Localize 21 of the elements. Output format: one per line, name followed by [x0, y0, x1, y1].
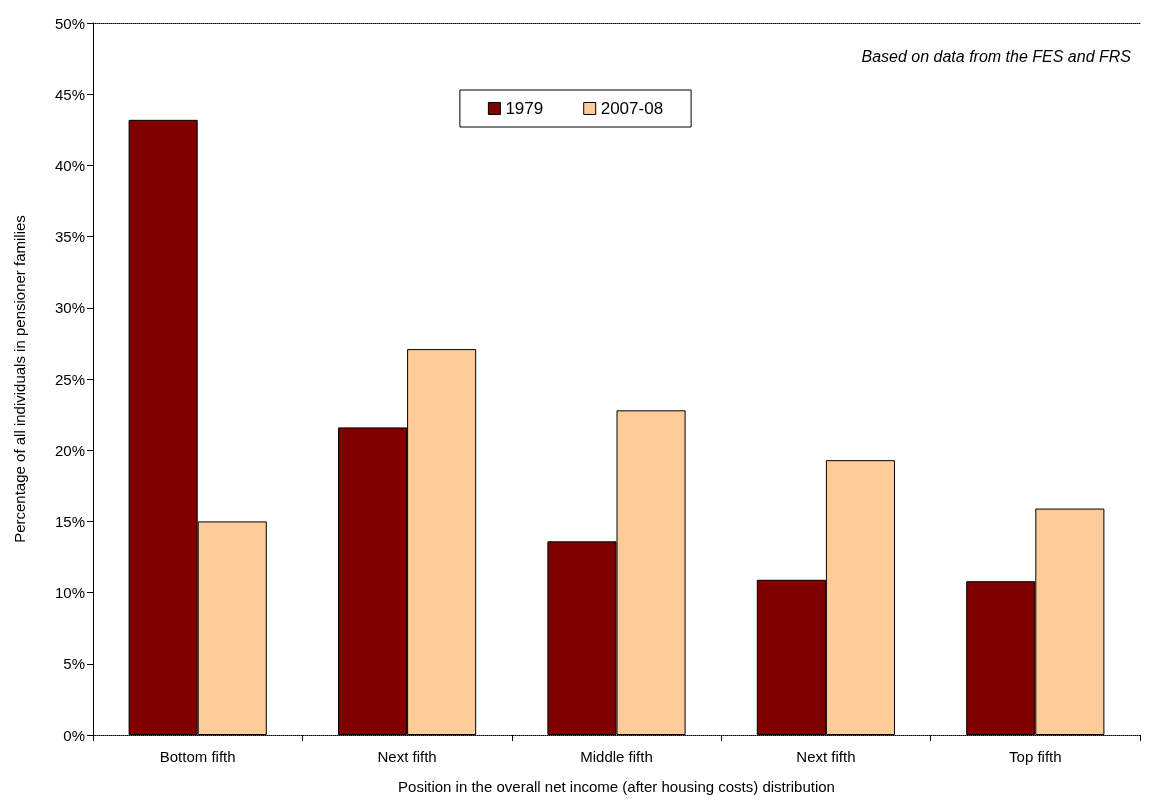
x-tick-label: Top fifth — [1009, 748, 1062, 765]
y-axis-title: Percentage of all individuals in pensioner families — [11, 215, 28, 543]
annotation: Based on data from the FES and FRS — [861, 47, 1132, 65]
x-tick-label: Middle fifth — [580, 748, 653, 765]
x-tick-label: Next fifth — [377, 748, 437, 765]
x-tick-label: Next fifth — [796, 748, 856, 765]
y-tick-label: 0% — [63, 726, 85, 744]
y-tick-label: 45% — [54, 85, 85, 103]
y-tick-label: 35% — [54, 228, 85, 246]
y-tick-label: 15% — [54, 512, 85, 530]
legend-label: 2007-08 — [600, 99, 664, 118]
y-tick-label: 30% — [54, 299, 85, 317]
y-tick-label: 5% — [63, 655, 85, 673]
y-tick-label: 40% — [54, 156, 85, 174]
y-tick-label: 50% — [54, 14, 85, 32]
x-tick-label: Bottom fifth — [159, 748, 236, 765]
x-axis-title: Position in the overall net income (after housing costs) distribution — [398, 778, 835, 795]
y-tick-label: 25% — [54, 370, 85, 388]
y-tick-label: 20% — [54, 441, 85, 459]
legend-label: 1979 — [505, 99, 544, 118]
y-tick-label: 10% — [54, 584, 85, 602]
